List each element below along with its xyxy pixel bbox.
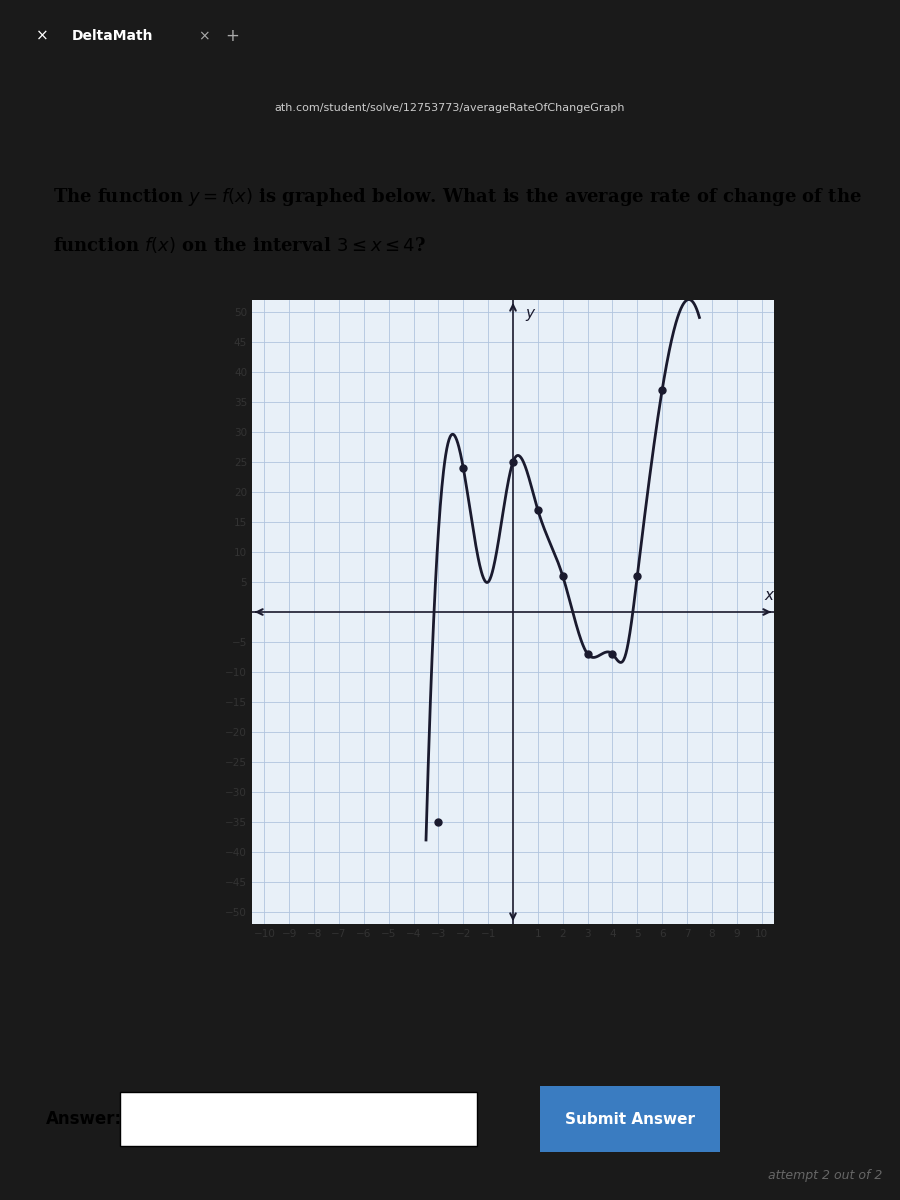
Point (605, 644, 619, 664)
Point (555, 566, 570, 586)
FancyBboxPatch shape (538, 1085, 722, 1153)
Text: The function $y = f(x)$ is graphed below. What is the average rate of change of : The function $y = f(x)$ is graphed below… (52, 186, 861, 208)
Point (655, 380, 670, 400)
Text: ×: × (36, 29, 49, 43)
Point (506, 452, 520, 472)
Text: Answer:: Answer: (46, 1110, 122, 1128)
Point (456, 458, 471, 478)
Text: y: y (526, 306, 535, 320)
Point (531, 500, 545, 520)
Text: ath.com/student/solve/12753773/averageRateOfChangeGraph: ath.com/student/solve/12753773/averageRa… (274, 103, 626, 113)
Point (431, 812, 446, 832)
Point (630, 566, 644, 586)
Text: attempt 2 out of 2: attempt 2 out of 2 (768, 1170, 882, 1182)
Text: x: x (764, 588, 773, 602)
Text: ×: × (198, 29, 210, 43)
Text: DeltaMath: DeltaMath (72, 29, 154, 43)
Text: function $f(x)$ on the interval $3 \leq x \leq 4$?: function $f(x)$ on the interval $3 \leq … (52, 235, 426, 254)
Text: +: + (225, 26, 238, 44)
FancyBboxPatch shape (121, 1092, 477, 1146)
Text: Submit Answer: Submit Answer (565, 1111, 695, 1127)
Point (580, 644, 595, 664)
